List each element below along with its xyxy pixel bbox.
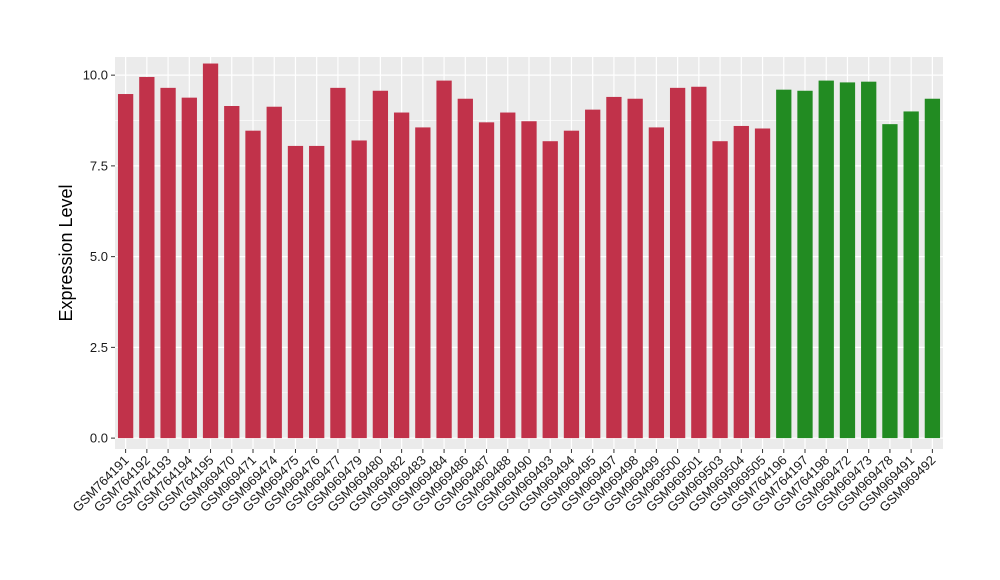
x-axis: GSM764191GSM764192GSM764193GSM764194GSM7… [70, 449, 939, 515]
bar [627, 98, 643, 439]
bar [330, 87, 346, 439]
bar [606, 96, 622, 439]
y-tick-label: 5.0 [90, 249, 108, 264]
bar [521, 121, 537, 439]
bar [839, 82, 856, 439]
y-tick-label: 2.5 [90, 340, 108, 355]
y-tick-label: 7.5 [90, 158, 108, 173]
bar [351, 140, 367, 439]
bars [117, 63, 941, 439]
bar [139, 76, 155, 439]
bar [160, 87, 176, 439]
y-tick-label: 10.0 [83, 68, 108, 83]
bar [733, 125, 749, 439]
bar [648, 127, 665, 439]
bar [372, 90, 389, 439]
bar [882, 124, 898, 439]
bar [266, 106, 282, 439]
bar [415, 127, 431, 439]
bar [797, 90, 813, 439]
y-tick-label: 0.0 [90, 431, 108, 446]
bar [924, 98, 941, 439]
bar [224, 106, 240, 439]
bar [117, 94, 134, 439]
bar [861, 81, 877, 439]
bar [776, 89, 792, 439]
y-axis-title: Expression Level [56, 184, 76, 321]
bar [436, 80, 452, 439]
y-axis: 0.0 2.5 5.0 7.5 10.0 [83, 68, 115, 446]
bar [478, 122, 495, 439]
bar [542, 141, 558, 439]
bar [669, 87, 686, 439]
bar [500, 112, 516, 439]
bar [457, 98, 473, 439]
bar [585, 109, 601, 439]
bar [818, 80, 834, 439]
bar [309, 145, 325, 439]
bar [691, 86, 707, 439]
bar [287, 145, 304, 439]
bar [245, 130, 261, 439]
bar [202, 63, 219, 439]
bar [712, 141, 728, 439]
bar [754, 128, 771, 439]
bar [903, 111, 919, 439]
bar [393, 112, 410, 439]
bar [181, 97, 197, 439]
bar [563, 130, 580, 439]
